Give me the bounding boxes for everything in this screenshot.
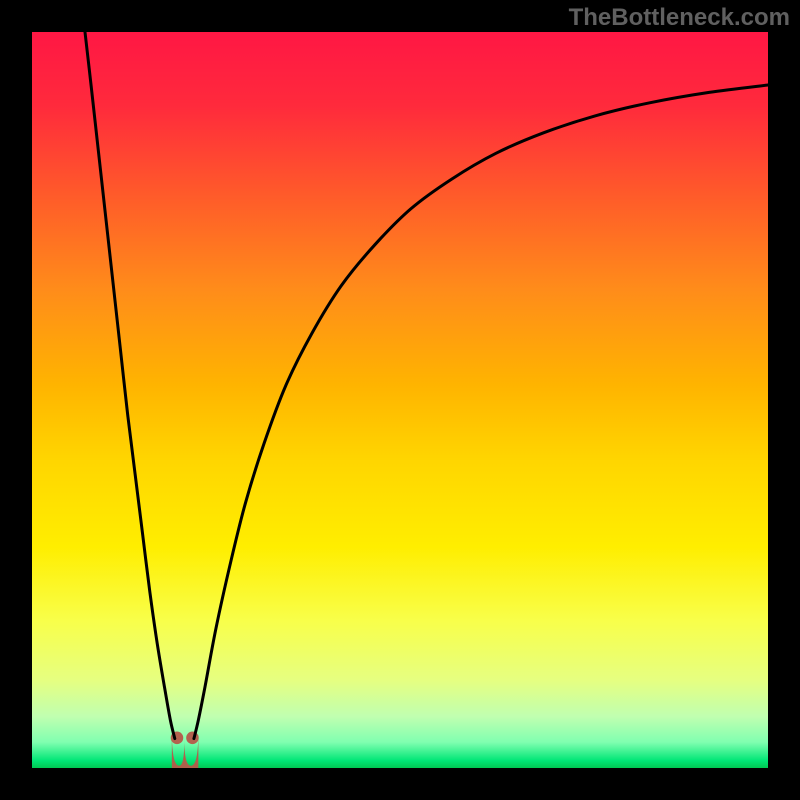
- watermark-text: TheBottleneck.com: [569, 4, 790, 32]
- notch-marker-1: [186, 732, 199, 745]
- plot-area: [32, 32, 768, 768]
- chart-container: TheBottleneck.com: [0, 0, 800, 800]
- chart-svg: [32, 32, 768, 768]
- gradient-background: [32, 32, 768, 768]
